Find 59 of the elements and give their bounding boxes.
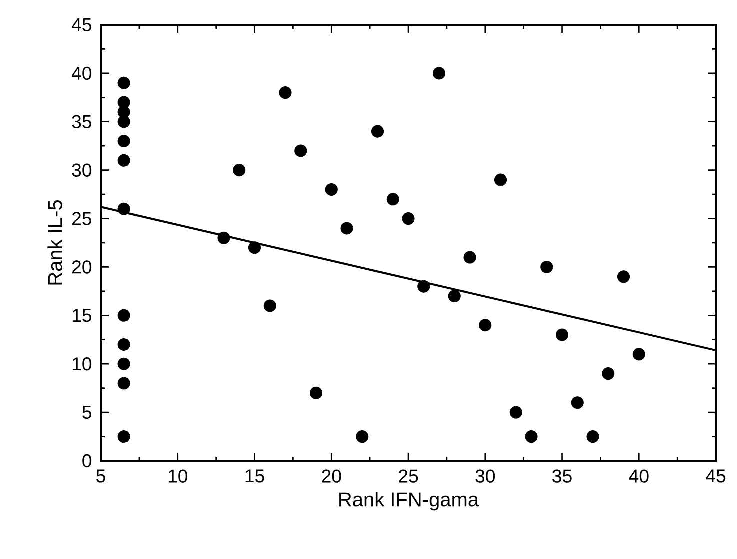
point — [118, 116, 130, 128]
point — [556, 328, 569, 342]
point — [356, 430, 369, 444]
point — [586, 430, 600, 444]
point — [118, 76, 130, 90]
point — [118, 309, 130, 322]
point — [248, 242, 262, 254]
point — [264, 300, 276, 312]
point — [279, 86, 292, 100]
x-tick-label: 35 — [552, 470, 572, 483]
point — [510, 406, 522, 419]
x-tick-label: 40 — [629, 470, 649, 483]
point — [294, 144, 308, 158]
point — [118, 338, 130, 351]
point — [310, 386, 323, 400]
point — [340, 222, 354, 235]
y-tick-label: 5 — [82, 406, 92, 420]
x-tick-label: 10 — [168, 470, 188, 483]
point — [402, 212, 415, 226]
y-axis-title: Rank IL-5 — [48, 200, 62, 285]
x-tick-label: 45 — [706, 470, 726, 483]
y-tick-label: 10 — [72, 357, 92, 371]
y-tick-label: 0 — [82, 454, 92, 468]
point — [571, 396, 584, 410]
y-tick-label: 20 — [72, 260, 92, 274]
y-tick-label: 15 — [72, 309, 92, 322]
point — [118, 377, 130, 390]
point — [118, 358, 130, 370]
point — [479, 319, 492, 332]
point — [464, 251, 476, 264]
x-tick-label: 30 — [476, 470, 496, 483]
point — [418, 280, 430, 293]
point — [218, 232, 230, 244]
point — [325, 183, 338, 196]
y-tick-label: 30 — [72, 164, 92, 177]
y-tick-label: 45 — [72, 18, 92, 32]
point — [602, 368, 615, 380]
point — [371, 125, 384, 138]
point — [118, 430, 130, 444]
x-tick-label: 25 — [399, 470, 418, 483]
point — [494, 174, 508, 186]
x-tick-label: 15 — [246, 470, 264, 483]
x-tick-label: 20 — [322, 470, 342, 483]
point — [118, 154, 130, 167]
point — [118, 202, 130, 216]
point — [118, 134, 130, 148]
x-tick-label: 5 — [96, 470, 106, 483]
point — [233, 164, 246, 177]
point — [540, 260, 554, 274]
y-tick-label: 40 — [72, 66, 92, 80]
point — [632, 348, 646, 361]
point — [386, 193, 400, 206]
y-tick-label: 35 — [72, 115, 92, 128]
point — [432, 67, 446, 80]
point — [525, 430, 538, 444]
y-tick-label: 25 — [72, 212, 92, 226]
point — [448, 290, 461, 303]
x-axis-title: Rank IFN-gama — [340, 492, 480, 511]
point — [617, 270, 630, 284]
